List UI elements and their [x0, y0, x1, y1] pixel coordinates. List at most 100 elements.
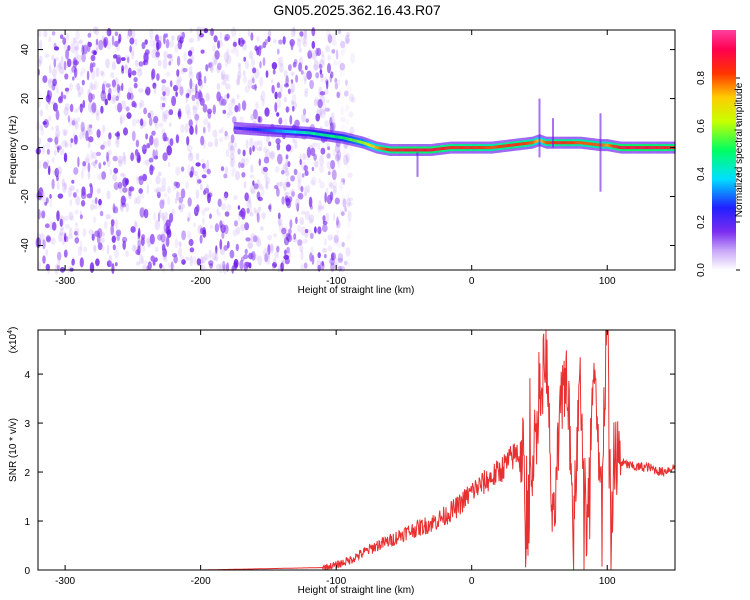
noise-blob	[215, 245, 218, 254]
trace-core	[619, 145, 621, 149]
noise-blob	[169, 56, 174, 63]
trace-core	[398, 148, 400, 152]
noise-blob	[301, 34, 307, 45]
noise-blob	[162, 198, 166, 205]
noise-blob	[191, 82, 195, 89]
noise-blob	[310, 147, 316, 157]
noise-blob	[268, 141, 272, 147]
noise-blob	[56, 181, 60, 190]
noise-blob	[312, 142, 318, 147]
trace-core	[338, 135, 340, 139]
trace-core	[633, 146, 635, 150]
trace-core	[393, 148, 395, 152]
noise-blob	[105, 214, 111, 220]
noise-blob	[42, 255, 46, 264]
trace-core	[245, 127, 247, 131]
noise-blob	[134, 149, 139, 157]
trace-core	[506, 144, 508, 148]
noise-blob	[236, 94, 240, 99]
noise-blob	[302, 238, 308, 244]
trace-core	[376, 146, 378, 150]
noise-blob	[89, 124, 93, 129]
noise-blob	[106, 244, 110, 255]
noise-blob	[120, 100, 127, 110]
trace-core	[300, 130, 302, 134]
trace-core	[340, 135, 342, 139]
noise-blob	[93, 245, 97, 254]
noise-blob	[163, 33, 166, 45]
trace-core	[468, 146, 470, 150]
noise-blob	[340, 211, 345, 217]
noise-blob	[318, 178, 321, 184]
noise-blob	[139, 207, 145, 218]
noise-blob	[157, 59, 162, 67]
noise-blob	[234, 105, 239, 113]
noise-blob	[266, 176, 271, 184]
noise-blob	[267, 244, 271, 256]
trace-core	[498, 145, 501, 149]
trace-core	[305, 131, 307, 135]
noise-blob	[346, 234, 351, 244]
noise-blob	[234, 142, 237, 148]
noise-blob	[115, 95, 119, 102]
noise-blob	[273, 257, 277, 265]
trace-core	[387, 148, 390, 152]
noise-blob	[68, 117, 74, 127]
trace-core	[438, 147, 441, 151]
trace-core	[518, 142, 520, 146]
noise-blob	[291, 188, 295, 199]
trace-core	[395, 148, 397, 152]
noise-blob	[239, 116, 244, 125]
noise-blob	[75, 195, 81, 206]
trace-core	[416, 148, 418, 152]
trace-core	[356, 139, 358, 143]
noise-blob	[345, 79, 348, 86]
noise-blob	[54, 149, 57, 156]
trace-core	[573, 141, 576, 145]
trace-core	[310, 131, 313, 135]
noise-blob	[81, 67, 86, 74]
noise-blob	[82, 161, 87, 167]
noise-blob	[179, 207, 184, 213]
noise-blob	[235, 48, 239, 58]
noise-blob	[139, 253, 143, 265]
noise-blob	[87, 124, 92, 134]
noise-blob	[148, 117, 153, 126]
noise-blob	[51, 83, 56, 91]
noise-blob	[122, 177, 128, 188]
noise-blob	[331, 118, 336, 130]
noise-blob	[124, 64, 128, 70]
noise-blob	[231, 98, 236, 106]
noise-blob	[75, 45, 80, 51]
noise-blob	[277, 48, 280, 55]
trace-core	[667, 146, 669, 150]
noise-blob	[164, 33, 168, 38]
noise-blob	[344, 34, 350, 45]
noise-blob	[306, 70, 312, 80]
noise-blob	[212, 129, 218, 138]
noise-blob	[337, 91, 342, 98]
noise-blob	[45, 102, 49, 111]
noise-blob	[155, 34, 159, 42]
noise-blob	[189, 151, 192, 158]
noise-blob	[47, 96, 51, 105]
trace-core	[660, 146, 663, 150]
trace-core	[335, 135, 337, 139]
trace-core	[349, 138, 352, 141]
trace-core	[445, 146, 447, 150]
noise-blob	[256, 237, 262, 247]
noise-blob	[302, 41, 308, 47]
noise-blob	[121, 236, 128, 243]
noise-blob	[249, 184, 255, 194]
noise-blob	[228, 110, 234, 116]
noise-blob	[144, 159, 150, 166]
noise-blob	[336, 91, 341, 99]
noise-blob	[89, 81, 94, 91]
trace-core	[563, 141, 565, 145]
noise-blob	[55, 129, 61, 138]
noise-blob	[168, 122, 172, 127]
noise-blob	[211, 252, 217, 261]
noise-blob	[217, 40, 221, 49]
noise-blob	[347, 208, 352, 219]
